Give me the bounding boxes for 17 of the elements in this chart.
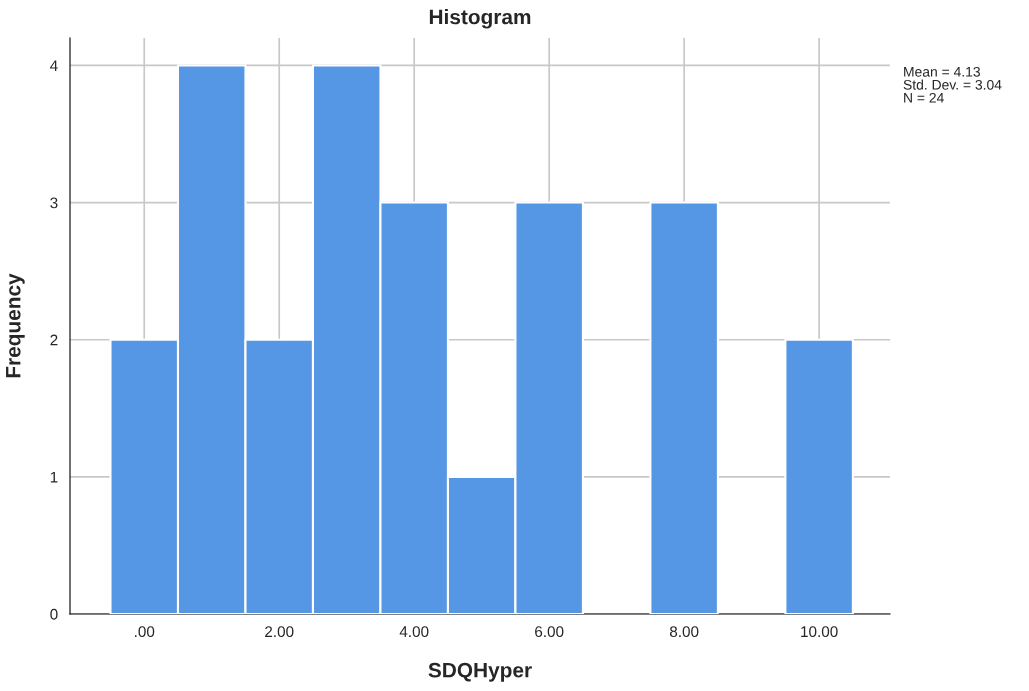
text: N = 24 [904, 92, 944, 103]
y-tick-label: 3 [50, 197, 58, 209]
x-tick-label: 10.00 [801, 626, 838, 638]
x-tick-label: .00 [135, 626, 155, 638]
x-tick-label: 6.00 [535, 626, 564, 638]
text: Std. Dev. = 3.04 [903, 79, 1002, 90]
y-tick-label: 2 [50, 334, 58, 346]
x-axis-title: SDQHyper [428, 662, 532, 682]
text: Mean = 4.13 [904, 66, 980, 77]
y-tick-label: 0 [50, 608, 58, 620]
x-tick-label: 4.00 [399, 626, 429, 638]
y-tick-label: 1 [50, 471, 58, 483]
chart-title: Histogram [429, 9, 531, 29]
y-axis-title: Frequency [6, 273, 25, 378]
y-tick-label: 4 [50, 60, 58, 71]
x-tick-label: 2.00 [265, 626, 294, 638]
x-tick-label: 8.00 [669, 626, 699, 638]
